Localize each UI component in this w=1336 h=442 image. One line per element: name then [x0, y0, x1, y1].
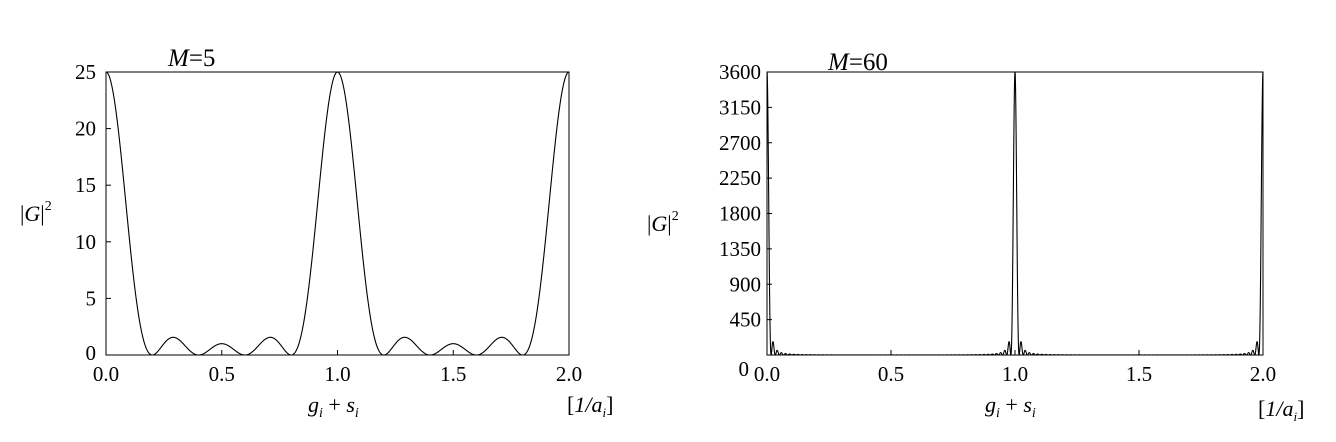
y-tick-label: 3600	[719, 60, 761, 84]
x-tick-label: 0.0	[754, 362, 780, 386]
x-tick-label: 2.0	[1250, 362, 1276, 386]
chart-1: M=5 0 5 10 15 20 25 0.0 0.5 1.0 1.5 2.0 |G|2 gi +…	[20, 45, 613, 421]
chart-2-x-unit: [1/ai]	[1258, 396, 1304, 424]
chart-1-x-ticks: 0.0 0.5 1.0 1.5 2.0	[93, 350, 582, 386]
chart-1-x-axis-label: gi + si	[308, 392, 359, 421]
y-tick-label: 10	[75, 230, 96, 254]
chart-1-plot-frame	[105, 71, 570, 356]
y-tick-label: 0	[739, 357, 750, 381]
y-tick-label: 450	[730, 308, 762, 332]
y-tick-label: 20	[75, 117, 96, 141]
chart-1-title-var: M	[167, 45, 190, 72]
chart-1-y-axis-label: |G|2	[20, 199, 52, 226]
y-tick-label: 25	[75, 60, 96, 84]
x-tick-label: 1.0	[1002, 362, 1028, 386]
x-tick-label: 2.0	[556, 362, 582, 386]
y-tick-label: 1350	[719, 237, 761, 261]
y-tick-label: 2700	[719, 131, 761, 155]
x-tick-label: 1.5	[440, 362, 466, 386]
chart-2-plot-frame	[766, 71, 1264, 356]
y-tick-label: 2250	[719, 166, 761, 190]
y-tick-label: 1800	[719, 202, 761, 226]
chart-1-title: M=5	[167, 45, 215, 72]
y-tick-label: 15	[75, 173, 96, 197]
x-tick-label: 1.0	[324, 362, 350, 386]
y-tick-label: 900	[730, 272, 762, 296]
chart-2-x-ticks: 0.0 0.5 1.0 1.5 2.0	[754, 350, 1276, 386]
x-tick-label: 1.5	[1126, 362, 1152, 386]
chart-1-title-eq: =5	[189, 45, 216, 72]
chart-2-x-axis-label: gi + si	[985, 392, 1036, 421]
x-tick-label: 0.5	[878, 362, 904, 386]
chart-1-x-unit: [1/ai]	[567, 392, 613, 420]
chart-1-series-line	[105, 71, 570, 356]
chart-2-title-var: M	[827, 49, 850, 76]
x-tick-label: 0.0	[93, 362, 119, 386]
y-tick-label: 0	[86, 341, 97, 365]
x-tick-label: 0.5	[209, 362, 235, 386]
y-tick-label: 3150	[719, 95, 761, 119]
chart-2-y-axis-label: |G|2	[647, 209, 679, 236]
y-tick-label: 5	[86, 286, 97, 310]
chart-2-y-ticks: 0 450 900 1350 1800 2250 2700 3150 3600	[719, 60, 772, 381]
chart-1-y-ticks: 0 5 10 15 20 25	[75, 60, 111, 365]
chart-2-series-line	[766, 71, 1264, 356]
